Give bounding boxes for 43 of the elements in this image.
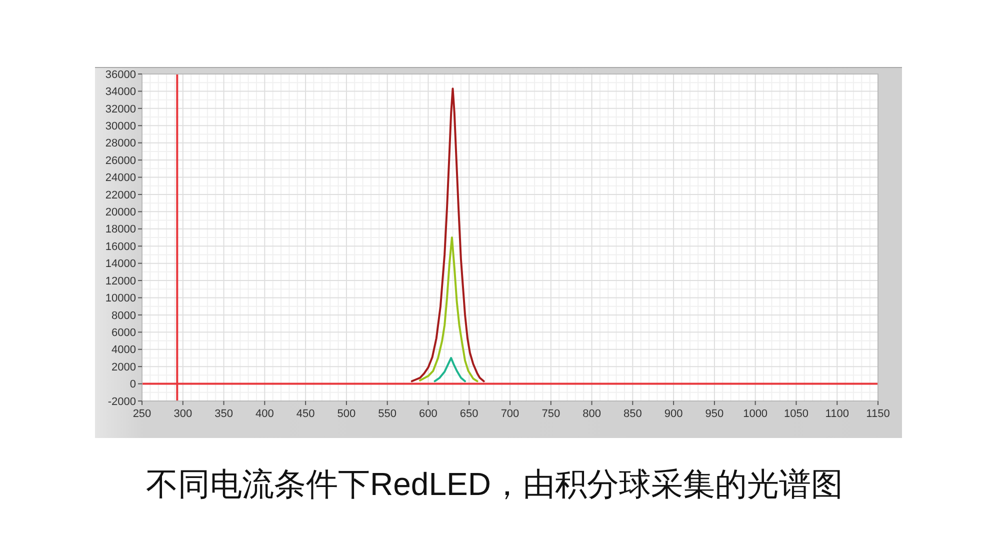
x-tick-label: 1150 — [866, 408, 890, 420]
line-series — [434, 356, 466, 382]
y-tick-label: 16000 — [105, 240, 136, 253]
y-tick-label: 32000 — [105, 103, 136, 116]
x-tick-label: 550 — [378, 408, 397, 420]
x-tick-label: 900 — [664, 408, 683, 420]
y-tick-label: 26000 — [105, 154, 136, 167]
x-tick-label: 750 — [542, 408, 560, 420]
y-tick-label: 2000 — [112, 361, 136, 374]
y-tick-label: 34000 — [105, 86, 136, 98]
y-tick-label: 8000 — [112, 310, 136, 322]
y-tick-label: 24000 — [105, 172, 136, 184]
text: 不同电流条件下RedLED，由积分球采集的光谱图 — [146, 466, 843, 502]
y-tick-label: 28000 — [105, 138, 136, 150]
x-tick-label: 650 — [460, 408, 478, 420]
y-tick-label: 4000 — [112, 344, 136, 356]
y-tick-label: 36000 — [105, 68, 136, 81]
x-tick-label: 700 — [500, 408, 520, 420]
x-tick-label: 500 — [337, 408, 356, 420]
x-tick-label: 800 — [582, 408, 601, 420]
y-tick-label: 12000 — [105, 275, 136, 288]
y-tick-label: 20000 — [105, 206, 136, 219]
x-tick-label: 250 — [132, 408, 152, 420]
x-tick-label: 1050 — [784, 408, 808, 420]
x-tick-label: 450 — [296, 408, 315, 420]
x-tick-label: 1100 — [825, 408, 849, 420]
y-tick-label: 6000 — [112, 327, 136, 340]
x-tick-label: 350 — [214, 408, 233, 420]
y-tick-label: 10000 — [105, 292, 136, 305]
x-tick-label: 1000 — [743, 408, 768, 420]
x-tick-label: 850 — [623, 408, 642, 420]
y-tick-label: -2000 — [108, 396, 136, 408]
y-tick-label: 30000 — [105, 120, 136, 132]
x-tick-label: 300 — [174, 408, 192, 420]
x-tick-label: 950 — [705, 408, 724, 420]
line-series — [419, 236, 478, 382]
line-series — [410, 88, 485, 382]
x-tick-label: 400 — [255, 408, 274, 420]
y-tick-label: 14000 — [105, 258, 136, 270]
y-tick-label: 18000 — [105, 224, 136, 236]
y-tick-label: 22000 — [105, 189, 136, 202]
y-tick-label: 0 — [130, 378, 136, 391]
x-tick-label: 600 — [419, 408, 438, 420]
